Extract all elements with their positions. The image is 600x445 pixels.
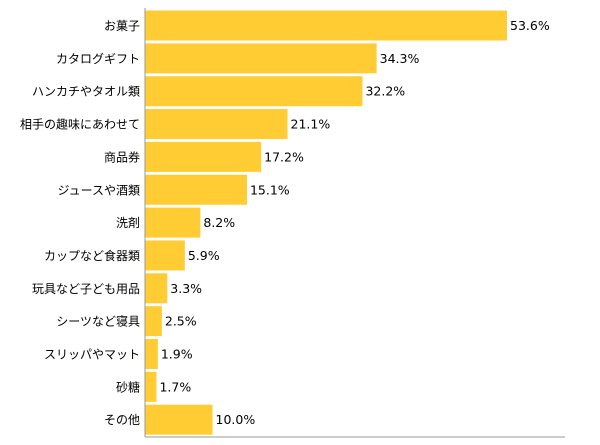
category-label-3: 相手の趣味にあわせて [20,117,140,132]
bar-4 [145,141,262,172]
value-label-5: 15.1% [250,182,290,197]
bar-9 [145,306,162,337]
value-label-10: 1.9% [161,347,193,362]
value-labels-group: 53.6% 34.3% 32.2% 21.1% 17.2% 15.1% 8.2% 5.9% 3.… [159,18,549,427]
value-label-9: 2.5% [165,314,197,329]
category-label-12: その他 [104,413,140,427]
value-label-6: 8.2% [203,215,235,230]
category-label-10: スリッパやマット [44,348,140,362]
value-label-1: 34.3% [380,51,420,66]
bar-11 [145,371,157,402]
category-label-6: 洗剤 [116,215,140,230]
bar-7 [145,240,185,271]
category-label-9: シーツなど寝具 [56,314,140,329]
value-label-3: 21.1% [291,117,331,132]
category-label-8: 玩具など子ども用品 [32,282,140,296]
category-label-2: ハンカチやタオル類 [32,85,140,99]
bar-5 [145,174,247,205]
value-label-7: 5.9% [188,248,220,263]
bar-1 [145,43,377,74]
category-label-4: 商品券 [104,149,140,164]
bar-10 [145,339,158,369]
bar-12 [145,404,213,435]
bars-group [145,10,507,435]
bar-2 [145,76,363,107]
category-label-11: 砂糖 [116,379,140,394]
value-label-8: 3.3% [170,281,202,296]
category-label-7: カップなど食器類 [44,248,140,263]
value-label-12: 10.0% [216,412,256,427]
value-label-2: 32.2% [365,84,405,99]
value-label-0: 53.6% [510,18,550,33]
value-label-4: 17.2% [264,149,304,164]
category-label-0: お菓子 [104,19,140,33]
bar-8 [145,273,168,304]
bar-3 [145,109,288,140]
bar-0 [145,10,507,41]
category-labels-group: お菓子カタログギフトハンカチやタオル類相手の趣味にあわせて商品券ジュースや酒類洗… [20,19,140,427]
category-label-1: カタログギフト [56,52,140,66]
value-label-11: 1.7% [159,379,191,394]
bar-6 [145,207,201,238]
category-label-5: ジュースや酒類 [57,183,140,197]
